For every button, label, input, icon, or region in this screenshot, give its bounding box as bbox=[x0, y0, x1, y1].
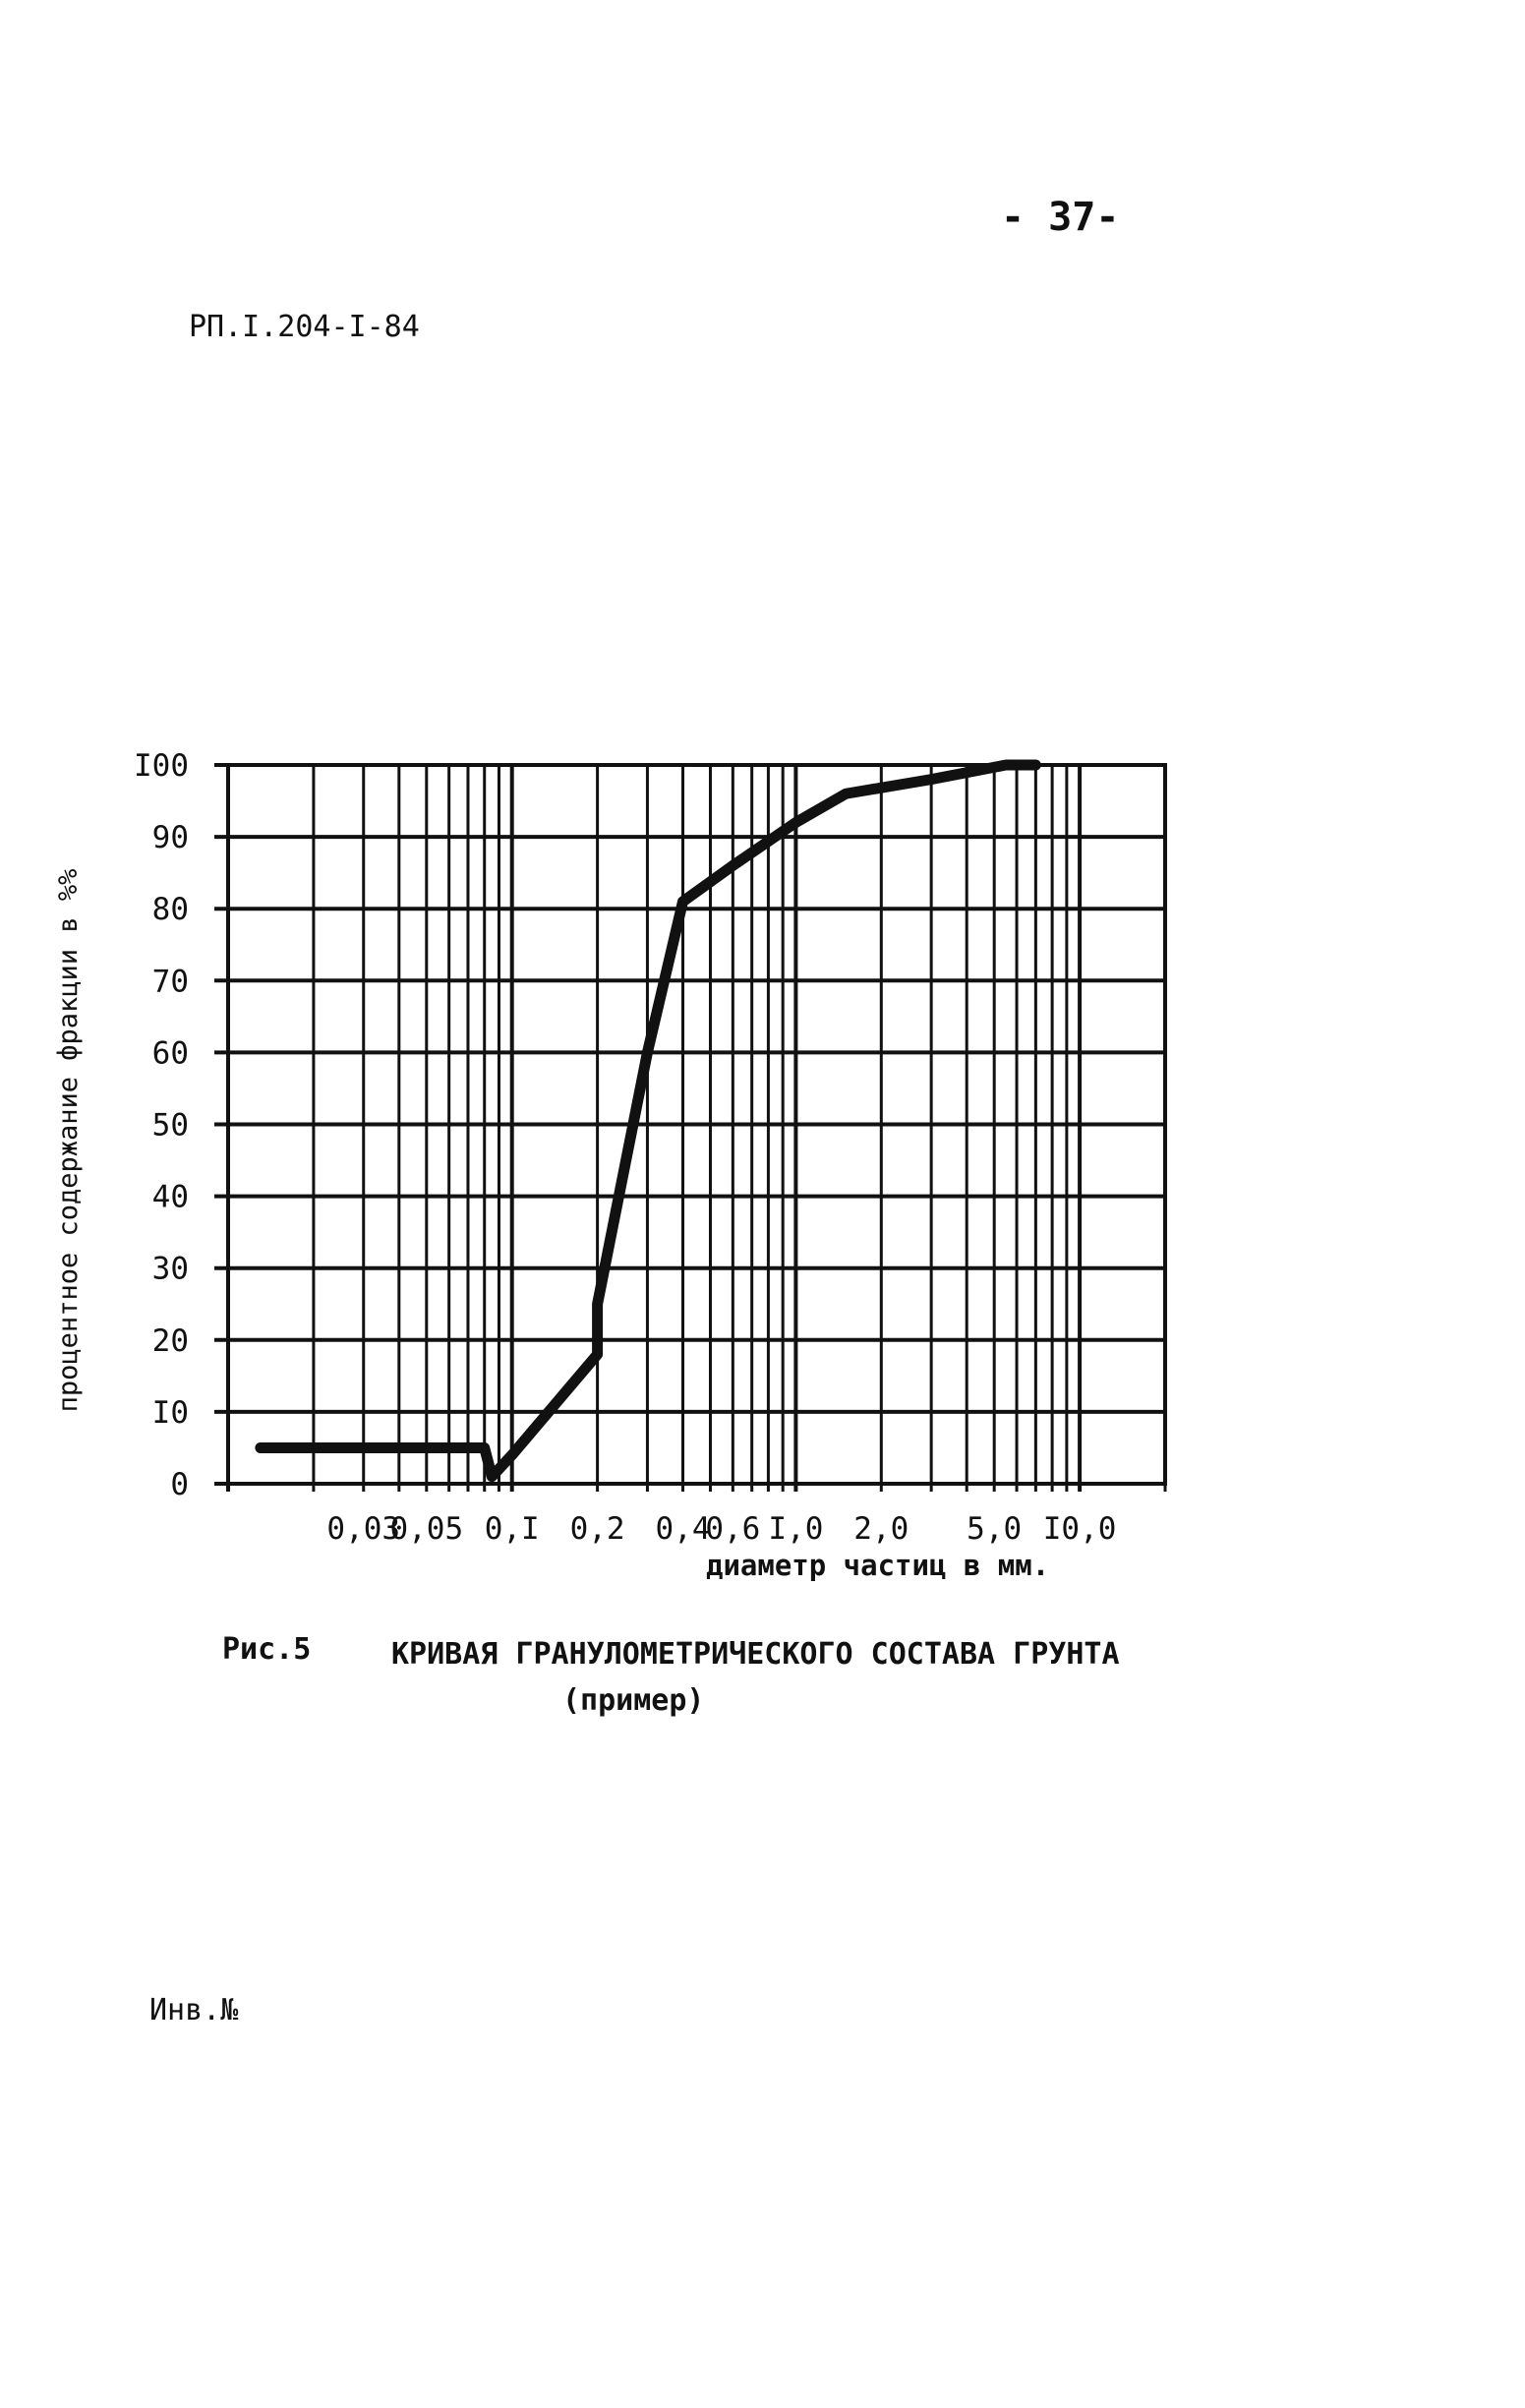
data-point bbox=[489, 1473, 496, 1480]
data-point bbox=[843, 791, 850, 797]
data-point bbox=[679, 898, 686, 905]
y-tick-label: I0 bbox=[152, 1395, 189, 1431]
y-tick-label: 80 bbox=[152, 892, 189, 927]
y-axis-ticks: 0 I0 20 30 40 50 60 70 80 90 I00 bbox=[134, 748, 189, 1502]
x-tick-label: I,0 bbox=[768, 1511, 823, 1547]
x-tick-label: 0,2 bbox=[570, 1511, 625, 1547]
y-tick-label: I00 bbox=[134, 748, 189, 784]
data-point bbox=[1032, 762, 1039, 768]
data-point bbox=[594, 1351, 601, 1358]
data-point bbox=[481, 1444, 488, 1451]
data-point bbox=[928, 776, 935, 783]
y-tick-label: 0 bbox=[170, 1467, 189, 1502]
granulometric-curve-line bbox=[255, 759, 1041, 1483]
inventory-number-label: Инв.№ bbox=[149, 1993, 239, 2027]
x-axis-ticks: 0,030,05 0,I 0,2 0,40,6 I,0 2,0 5,0 I0,0 bbox=[326, 1511, 1116, 1547]
x-tick-label: 0,I bbox=[485, 1511, 540, 1547]
x-tick-label: 0,03 bbox=[326, 1511, 400, 1547]
data-point bbox=[257, 1444, 264, 1451]
document-code: РП.I.204-I-84 bbox=[189, 310, 420, 344]
y-tick-label: 90 bbox=[152, 820, 189, 855]
x-axis-title: диаметр частиц в мм. bbox=[706, 1549, 1049, 1582]
y-axis-title: процентное содержание фракции в %% bbox=[53, 869, 84, 1413]
data-point bbox=[730, 862, 736, 869]
x-tick-label: 2,0 bbox=[853, 1511, 909, 1547]
data-point bbox=[1003, 762, 1010, 768]
figure-label: Рис.5 bbox=[222, 1632, 312, 1667]
plot-frame bbox=[226, 763, 1167, 1486]
data-point bbox=[644, 1049, 651, 1056]
y-tick-label: 50 bbox=[152, 1108, 189, 1144]
y-tick-label: 20 bbox=[152, 1323, 189, 1359]
chart-grid bbox=[214, 763, 1167, 1492]
y-tick-label: 60 bbox=[152, 1035, 189, 1071]
figure-subtitle: (пример) bbox=[562, 1683, 705, 1718]
x-tick-label: 0,05 bbox=[389, 1511, 463, 1547]
chart-series bbox=[255, 759, 1041, 1483]
page-number: - 37- bbox=[1001, 195, 1120, 240]
figure-title: КРИВАЯ ГРАНУЛОМЕТРИЧЕСКОГО СОСТАВА ГРУНТ… bbox=[391, 1637, 1120, 1672]
x-tick-label: 0,6 bbox=[705, 1511, 760, 1547]
x-tick-label: 5,0 bbox=[967, 1511, 1022, 1547]
y-tick-label: 70 bbox=[152, 964, 189, 999]
x-tick-label: 0,4 bbox=[656, 1511, 711, 1547]
y-tick-label: 30 bbox=[152, 1252, 189, 1287]
data-point bbox=[508, 1451, 515, 1458]
x-tick-label: I0,0 bbox=[1043, 1511, 1117, 1547]
data-point bbox=[792, 819, 799, 826]
data-point bbox=[594, 1301, 601, 1308]
y-tick-label: 40 bbox=[152, 1180, 189, 1215]
